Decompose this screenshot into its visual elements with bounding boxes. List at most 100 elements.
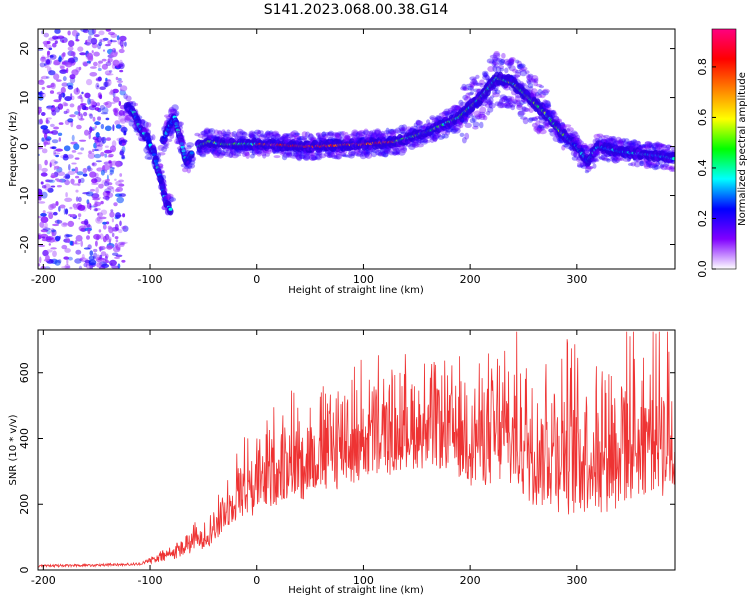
noise-blob: [92, 162, 95, 166]
noise-blob: [38, 142, 41, 146]
ridge-halo: [168, 196, 174, 203]
noise-blob: [50, 123, 55, 128]
noise-blob: [114, 236, 119, 240]
noise-blob: [41, 148, 48, 154]
noise-blob: [63, 110, 68, 115]
noise-blob: [56, 185, 62, 188]
noise-blob: [40, 181, 44, 185]
noise-blob: [39, 118, 43, 125]
noise-blob: [100, 209, 108, 215]
noise-blob: [78, 118, 85, 121]
noise-blob: [82, 167, 88, 174]
noise-blob: [107, 182, 113, 186]
noise-blob: [93, 61, 98, 67]
noise-blob: [86, 60, 91, 64]
ridge-halo: [399, 147, 408, 153]
noise-blob: [67, 256, 73, 261]
noise-blob: [38, 91, 41, 96]
noise-blob: [95, 78, 99, 81]
ridge-halo: [186, 142, 195, 148]
ridge-halo: [239, 130, 246, 135]
snr-x-tick-label: 200: [460, 574, 481, 587]
noise-blob: [97, 212, 100, 216]
ridge-halo: [178, 140, 187, 146]
noise-blob: [38, 196, 42, 201]
ridge-halo: [163, 145, 169, 149]
ridge-halo: [282, 133, 289, 139]
ridge-halo: [243, 149, 250, 156]
noise-blob: [91, 50, 94, 54]
noise-blob: [98, 60, 103, 64]
colorbar-tick-label: 0.8: [696, 58, 709, 76]
noise-blob: [97, 76, 102, 82]
noise-blob: [77, 213, 82, 218]
ridge-halo: [143, 121, 149, 128]
ridge-halo: [181, 147, 188, 153]
ridge-halo: [128, 120, 135, 127]
noise-blob: [118, 110, 125, 116]
noise-blob: [85, 258, 89, 266]
ridge-halo: [231, 131, 238, 138]
ridge-halo: [531, 75, 539, 82]
noise-blob: [90, 37, 98, 45]
noise-blob: [58, 94, 62, 101]
noise-blob: [45, 236, 54, 241]
noise-blob: [47, 50, 51, 56]
noise-blob: [99, 94, 103, 100]
ridge-core: [181, 149, 186, 153]
noise-blob: [48, 70, 56, 76]
noise-blob: [50, 247, 57, 250]
ridge-halo: [203, 129, 211, 134]
noise-blob: [63, 145, 71, 152]
colorbar-tick-label: 0.6: [696, 109, 709, 127]
noise-blob: [95, 240, 98, 247]
noise-blob: [66, 258, 69, 265]
noise-blob: [109, 166, 115, 173]
ridge-halo: [196, 150, 204, 155]
ridge-halo: [151, 147, 157, 154]
noise-blob: [53, 73, 60, 80]
noise-blob: [112, 167, 115, 170]
noise-blob: [97, 144, 104, 147]
noise-blob: [39, 256, 42, 264]
noise-blob: [81, 105, 87, 111]
noise-blob: [72, 203, 78, 208]
spectrogram-y-tick-label: 20: [18, 42, 31, 56]
noise-blob: [85, 40, 88, 45]
noise-blob: [102, 235, 107, 243]
noise-blob: [78, 265, 83, 269]
ridge-halo: [203, 147, 211, 153]
ridge-halo: [163, 188, 168, 194]
ridge-halo: [256, 152, 262, 157]
snr-y-tick-label: 200: [18, 494, 31, 515]
noise-blob: [45, 44, 52, 49]
noise-blob: [103, 102, 109, 106]
ridge-halo: [472, 121, 480, 128]
noise-blob: [67, 46, 74, 51]
ridge-halo: [231, 153, 239, 159]
noise-blob: [82, 29, 89, 34]
ridge-halo: [281, 134, 287, 141]
noise-blob: [86, 235, 90, 240]
ridge-halo: [123, 93, 128, 100]
ridge-halo: [215, 149, 220, 154]
noise-blob: [89, 113, 93, 119]
noise-blob: [81, 91, 84, 95]
noise-blob: [44, 183, 51, 191]
ridge-halo: [131, 101, 136, 108]
noise-blob: [56, 35, 65, 39]
noise-blob: [89, 266, 93, 269]
ridge-core: [182, 152, 187, 156]
ridge-halo: [186, 145, 192, 150]
noise-blob: [99, 254, 103, 259]
noise-blob: [112, 187, 115, 194]
ridge-halo: [273, 155, 281, 159]
noise-blob: [42, 210, 46, 214]
snr-x-label: Height of straight line (km): [288, 585, 424, 596]
noise-blob: [95, 142, 101, 147]
noise-blob: [42, 128, 51, 134]
noise-blob: [41, 86, 45, 90]
ridge-halo: [166, 193, 172, 200]
noise-blob: [118, 179, 124, 183]
